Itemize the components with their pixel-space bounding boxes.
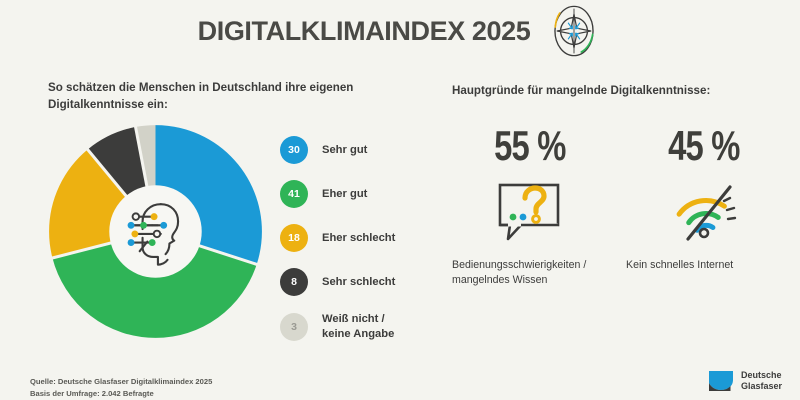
legend-bullet-eher-schlecht: 18 <box>280 224 308 252</box>
legend-item: 18 Eher schlecht <box>280 224 395 252</box>
legend-label-sehr-schlecht: Sehr schlecht <box>322 275 396 288</box>
reason-item-bedienungsschwierigkeiten: 55 % Bedienungsschwier <box>452 122 608 289</box>
reason-icon-wrap <box>494 176 566 246</box>
header: DIGITALKLIMAINDEX 2025 <box>0 0 800 62</box>
brand-logo: Deutsche Glasfaser <box>708 370 782 392</box>
digital-head-icon <box>127 202 179 266</box>
legend-bullet-weiss-nicht: 3 <box>280 312 308 341</box>
deutsche-glasfaser-logo <box>708 371 733 391</box>
reason-caption: Bedienungsschwierigkeiten / mangelndes W… <box>452 259 587 287</box>
page-title: DIGITALKLIMAINDEX 2025 <box>197 15 531 46</box>
footer-source: Quelle: Deutsche Glasfaser Digitalklimai… <box>30 377 213 387</box>
legend-item: 30 Sehr gut <box>280 136 395 164</box>
legend-item: 8 Sehr schlecht <box>280 268 395 296</box>
legend-label-weiss-nicht: Weiß nicht / keine Angabe <box>322 313 395 340</box>
brand-name: Deutsche Glasfaser <box>740 370 782 391</box>
legend-label-eher-schlecht: Eher schlecht <box>322 231 396 244</box>
reasons-heading: Hauptgründe für mangelnde Digitalkenntni… <box>452 84 711 97</box>
donut-chart <box>48 124 263 339</box>
reasons-section: Hauptgründe für mangelnde Digitalkenntni… <box>452 84 782 286</box>
donut-slice-weiss-nicht <box>49 125 262 338</box>
reason-caption: Kein schnelles Internet <box>626 259 734 272</box>
survey-section: So schätzen die Menschen in Deutschland … <box>48 80 438 341</box>
legend-label-sehr-gut: Sehr gut <box>322 143 368 156</box>
reason-item-kein-schnelles-internet: 45 % <box>626 122 782 289</box>
legend-item: 41 Eher gut <box>280 180 395 208</box>
chart-legend: 30 Sehr gut 41 Eher gut 18 Eher schlecht… <box>280 136 395 341</box>
footer: Quelle: Deutsche Glasfaser Digitalklimai… <box>30 376 510 400</box>
reasons-list: 55 % Bedienungsschwier <box>452 122 782 289</box>
footer-basis: Basis der Umfrage: 2.042 Befragte <box>30 389 154 399</box>
reason-value: 55 % <box>494 122 566 169</box>
compass-icon <box>554 5 595 57</box>
legend-label-eher-gut: Eher gut <box>322 187 368 200</box>
survey-heading: So schätzen die Menschen in Deutschland … <box>48 81 354 111</box>
reason-value: 45 % <box>668 122 740 169</box>
speech-bubble-question-icon <box>498 183 560 241</box>
reason-icon-wrap <box>668 176 740 246</box>
legend-bullet-sehr-gut: 30 <box>280 136 308 164</box>
donut-slice-eher-gut <box>49 125 262 338</box>
wifi-off-icon <box>676 185 737 241</box>
legend-bullet-eher-gut: 41 <box>280 180 308 208</box>
legend-item: 3 Weiß nicht / keine Angabe <box>280 312 395 341</box>
legend-bullet-sehr-schlecht: 8 <box>280 268 308 296</box>
donut-slice-eher-schlecht <box>49 125 262 338</box>
